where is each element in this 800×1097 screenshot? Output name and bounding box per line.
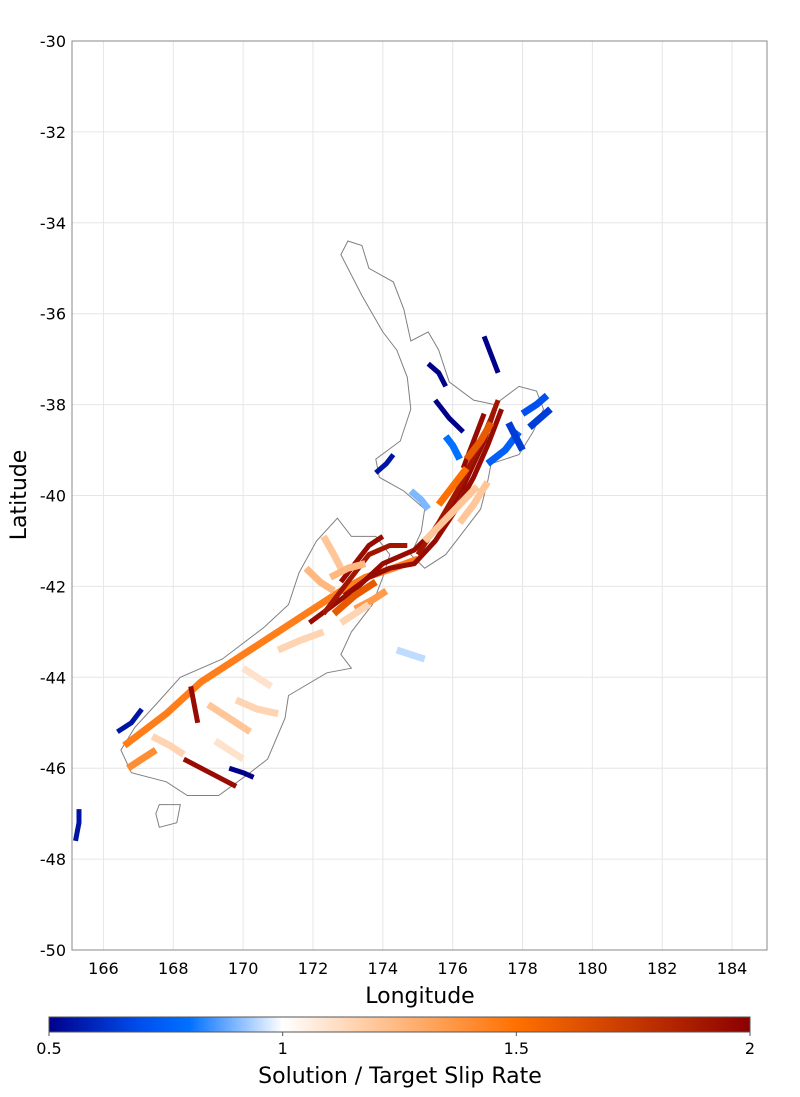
fault-segment (408, 488, 431, 512)
colorbar-title: Solution / Target Slip Rate (258, 1064, 542, 1089)
colorbar-tick-label: 1.5 (504, 1039, 529, 1058)
coastline (340, 240, 545, 569)
fault-segment (426, 361, 448, 388)
fault-segment (276, 628, 325, 654)
y-tick-label: -36 (40, 305, 66, 324)
x-axis-ticks: 166 168 170 172 174 176 178 180 182 184 (88, 959, 747, 978)
fault-segment (303, 565, 336, 594)
y-tick-label: -34 (40, 214, 66, 233)
colorbar (48, 1016, 751, 1033)
fault-segment (520, 392, 550, 417)
fault-segments-layer (73, 335, 553, 842)
fault-segment (338, 534, 385, 584)
fault-segment (395, 646, 426, 663)
fault-segment (505, 421, 526, 452)
fault-segment (321, 543, 408, 616)
colorbar-ticks: 0.5 1 1.5 2 (36, 1032, 755, 1058)
colorbar-tick-label: 1 (278, 1039, 288, 1058)
y-tick-label: -46 (40, 759, 66, 778)
y-axis-title: Latitude (7, 450, 32, 541)
fault-segment (433, 398, 465, 434)
y-tick-label: -42 (40, 577, 66, 596)
fault-segment (442, 434, 463, 461)
x-tick-label: 170 (228, 959, 259, 978)
fault-segment (328, 560, 367, 581)
fault-segment (73, 809, 82, 842)
x-tick-label: 176 (437, 959, 468, 978)
x-tick-label: 168 (158, 959, 189, 978)
fault-segment (435, 466, 470, 507)
fault-segment (527, 406, 553, 430)
fault-segment (456, 480, 491, 525)
y-axis-ticks: -30 -32 -34 -36 -38 -40 -42 -44 -46 -48 -50 (40, 32, 66, 960)
fault-segment (320, 534, 345, 570)
fault-segment (342, 408, 504, 598)
coastline (155, 804, 181, 828)
x-tick-label: 166 (88, 959, 119, 978)
fault-segment (228, 765, 255, 780)
fault-segment (481, 335, 501, 374)
x-tick-label: 172 (298, 959, 329, 978)
fault-segment (374, 453, 396, 475)
fault-segment (241, 665, 274, 690)
fault-segment (308, 408, 497, 625)
fault-segment (150, 733, 186, 758)
x-tick-label: 178 (507, 959, 538, 978)
x-tick-label: 182 (647, 959, 678, 978)
y-tick-label: -32 (40, 123, 66, 142)
x-tick-label: 180 (577, 959, 608, 978)
y-tick-label: -38 (40, 396, 66, 415)
fault-segment (188, 685, 201, 724)
fault-segment (422, 483, 480, 544)
colorbar-tick-label: 0.5 (36, 1039, 61, 1058)
fault-segment (463, 421, 495, 462)
fault-segment (331, 578, 378, 617)
fault-segment (213, 737, 246, 763)
y-tick-label: -44 (40, 668, 66, 687)
x-tick-label: 174 (368, 959, 399, 978)
fault-segment (234, 696, 279, 718)
y-tick-label: -30 (40, 32, 66, 51)
x-axis-title: Longitude (365, 984, 474, 1009)
y-tick-label: -48 (40, 850, 66, 869)
y-tick-label: -40 (40, 487, 66, 506)
y-tick-label: -50 (40, 941, 66, 960)
fault-segment (206, 701, 253, 735)
fault-segment (338, 601, 371, 626)
plot-frame (71, 40, 768, 951)
fault-segment (116, 707, 144, 734)
colorbar-tick-label: 2 (745, 1039, 755, 1058)
x-tick-label: 184 (717, 959, 748, 978)
fault-segment (125, 747, 158, 772)
fault-segment (182, 756, 238, 789)
